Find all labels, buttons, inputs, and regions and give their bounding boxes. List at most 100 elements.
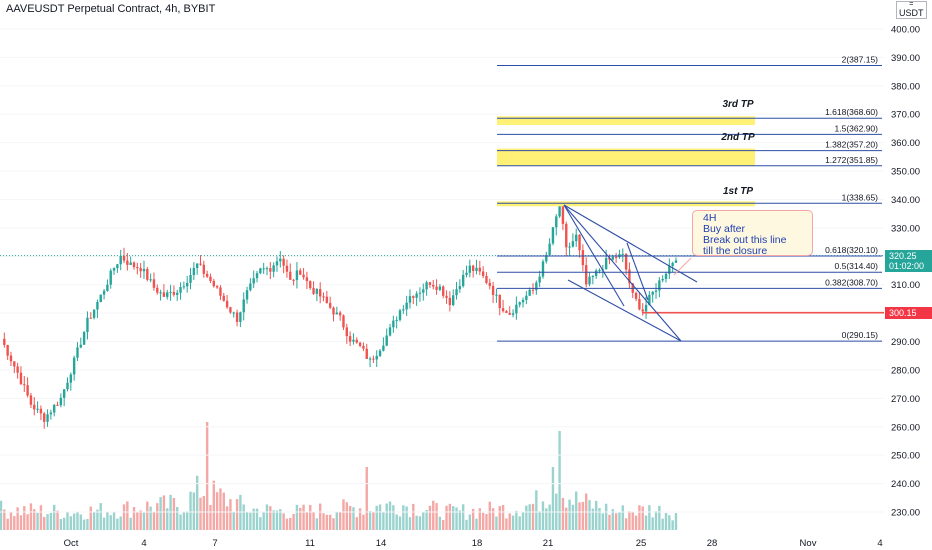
candle-body <box>26 385 29 396</box>
fib-level-label: 0.618(320.10) <box>825 245 878 255</box>
volume-bar <box>528 504 531 530</box>
trend-line[interactable] <box>563 204 682 342</box>
candle-body <box>199 263 202 265</box>
candle-body <box>319 289 322 297</box>
volume-bar <box>275 510 279 530</box>
volume-bar <box>66 512 69 530</box>
volume-bar <box>219 488 222 530</box>
trend-line[interactable] <box>567 279 682 342</box>
candle-body <box>452 295 455 306</box>
candle-body <box>505 311 508 313</box>
volume-bar <box>89 506 92 530</box>
candle-body <box>282 258 285 266</box>
candle-body <box>594 270 598 276</box>
volume-bar <box>332 518 335 530</box>
candle-body <box>116 264 119 269</box>
candle-body <box>242 299 245 313</box>
candle-body <box>644 304 648 312</box>
volume-bar <box>398 516 402 530</box>
candle-body <box>465 272 468 275</box>
volume-bar <box>425 509 428 530</box>
volume-bar <box>146 501 149 530</box>
volume-bar <box>631 512 634 530</box>
candle-body <box>545 254 548 262</box>
fibonacci-extension[interactable]: 2(387.15) 1.618(368.60) 1.5(362.90) 1.382(3… <box>497 55 884 342</box>
chart-title: AAVEUSDT Perpetual Contract, 4h, BYBIT <box>6 3 216 15</box>
volume-bar <box>272 510 275 530</box>
candle-body <box>39 408 43 414</box>
candle-body <box>219 287 222 296</box>
time-axis[interactable]: Oct 4 7 11 14 18 21 25 28 Nov 4 <box>0 535 932 550</box>
candle-body <box>269 268 272 272</box>
volume-bar <box>142 512 146 530</box>
price-axis[interactable]: 230.00 240.00 250.00 260.00 270.00 280.00 290.… <box>884 0 932 550</box>
trend-line[interactable] <box>563 204 625 307</box>
candle-body <box>575 234 578 242</box>
volume-bar <box>448 503 452 530</box>
volume-bar <box>644 515 648 530</box>
candle-body <box>641 309 644 312</box>
volume-bar <box>531 503 535 530</box>
candle-body <box>159 292 162 294</box>
volume-bar <box>166 508 169 530</box>
candle-body <box>585 265 588 285</box>
candle-body <box>362 345 365 349</box>
currency-selector[interactable]: = USDT <box>896 1 927 19</box>
volume-bar <box>139 510 142 530</box>
annotation-note[interactable]: 4H Buy after Break out this line till th… <box>692 210 813 257</box>
candle-body <box>561 205 565 224</box>
candle-body <box>322 296 325 298</box>
volume-bar <box>551 467 555 530</box>
volume-bar <box>179 514 182 530</box>
candle-body <box>511 313 515 315</box>
volume-bar <box>152 512 156 530</box>
time-tick-label: Oct <box>64 538 79 549</box>
volume-bar <box>176 506 179 530</box>
candle-body <box>608 257 611 260</box>
falling-wedge-drawing[interactable] <box>563 204 698 342</box>
candle-body <box>49 412 53 415</box>
candle-body <box>565 223 568 248</box>
candle-body <box>628 269 631 284</box>
volume-bar <box>242 504 245 530</box>
trend-line[interactable] <box>626 242 649 301</box>
volume-bar <box>594 500 598 530</box>
candle-body <box>664 273 668 280</box>
candle-body <box>521 299 525 303</box>
candle-body <box>541 261 545 277</box>
volume-bar <box>412 503 415 530</box>
volume-bar <box>471 508 475 530</box>
volume-bar <box>651 517 654 530</box>
volume-bar <box>69 516 73 530</box>
volume-bar <box>16 507 19 530</box>
volume-bar <box>385 503 388 530</box>
volume-bar <box>159 497 162 530</box>
candle-body <box>6 344 9 356</box>
candle-body <box>202 264 206 274</box>
volume-bar <box>312 512 315 530</box>
candle-body <box>279 258 282 262</box>
volume-bar <box>402 505 405 530</box>
candle-body <box>518 302 521 305</box>
candle-body <box>415 293 418 298</box>
candle-body <box>385 335 388 346</box>
volume-bar <box>601 513 605 530</box>
candle-body <box>239 312 242 322</box>
candle-body <box>315 289 319 294</box>
volume-bar <box>229 499 232 530</box>
candle-body <box>525 295 528 300</box>
volume-bar <box>126 501 129 530</box>
candle-body <box>648 294 651 305</box>
volume-bar <box>468 514 472 530</box>
candle-body <box>179 287 182 293</box>
horizontal-line-price-value: 300.15 <box>889 307 917 318</box>
candle-body <box>102 290 106 295</box>
volume-bar <box>348 505 352 530</box>
candle-body <box>498 294 501 309</box>
candle-body <box>109 270 112 285</box>
volume-bar <box>395 514 398 530</box>
trend-line[interactable] <box>563 204 698 283</box>
volume-bar <box>195 475 199 530</box>
volume-bar <box>33 509 36 530</box>
